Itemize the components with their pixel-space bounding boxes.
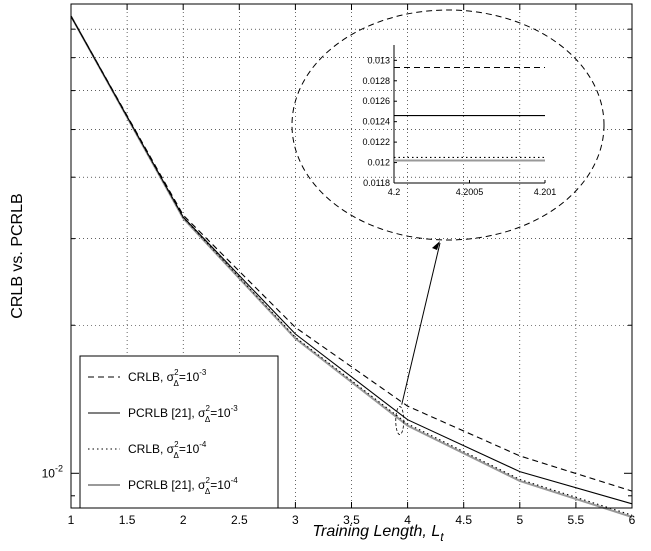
legend-label: CRLB, σ2 Δ=10-3 [128,368,207,388]
x-axis-title: Training Length, Lt [312,523,444,544]
inset-y-tick-label: 0.013 [367,55,390,65]
x-tick-label: 6 [629,513,636,527]
x-tick-label: 3.5 [343,513,360,527]
x-tick-label: 2 [180,513,187,527]
series-line [70,15,633,505]
series-lines [70,15,633,518]
zoom-marker [395,406,405,435]
legend: CRLB, σ2 Δ=10-3 PCRLB [21], σ2 Δ=10-3 CRLB, … [79,355,279,509]
x-tick-label: 5 [516,513,523,527]
inset-x-tick-label: 4.2 [388,187,401,197]
legend-label: CRLB, σ2 Δ=10-4 [128,440,207,460]
inset-y-tick-label: 0.0124 [362,117,390,127]
legend-label: PCRLB [21], σ2 Δ=10-3 [128,404,238,424]
x-tick-label: 3 [292,513,299,527]
x-tick-label: 1.5 [119,513,136,527]
inset-y-tick-label: 0.012 [367,158,390,168]
series-line [70,15,633,492]
x-tick-label: 5.5 [568,513,585,527]
zoom-arrowhead [432,241,440,250]
x-tick-label: 4.5 [455,513,472,527]
y-tick-label: 10-2 [42,463,63,480]
zoom-inset: 0.0118 0.012 0.0122 0.0124 0.0126 0.0128 0.013… [291,9,605,435]
legend-box [79,355,279,509]
zoom-arrow [401,242,441,405]
y-axis-title: CRLB vs. PCRLB [9,193,26,318]
inset-y-tick-label: 0.0122 [362,137,390,147]
inset-y-tick-label: 0.0118 [363,178,390,188]
plot-frame [70,3,633,509]
x-tick-label: 2.5 [231,513,248,527]
inset-x-tick-label: 4.2005 [456,187,484,197]
legend-label: PCRLB [21], σ2 Δ=10-4 [128,476,238,496]
inset-y-tick-label: 0.0126 [362,96,390,106]
inset-x-tick-label: 4.201 [534,187,557,197]
inset-ellipse [291,9,605,241]
y-ticks: 10-2 [42,28,632,497]
x-tick-label: 1 [68,513,75,527]
grid [71,4,632,508]
x-tick-label: 4 [404,513,411,527]
inset-y-tick-label: 0.0128 [362,76,390,86]
